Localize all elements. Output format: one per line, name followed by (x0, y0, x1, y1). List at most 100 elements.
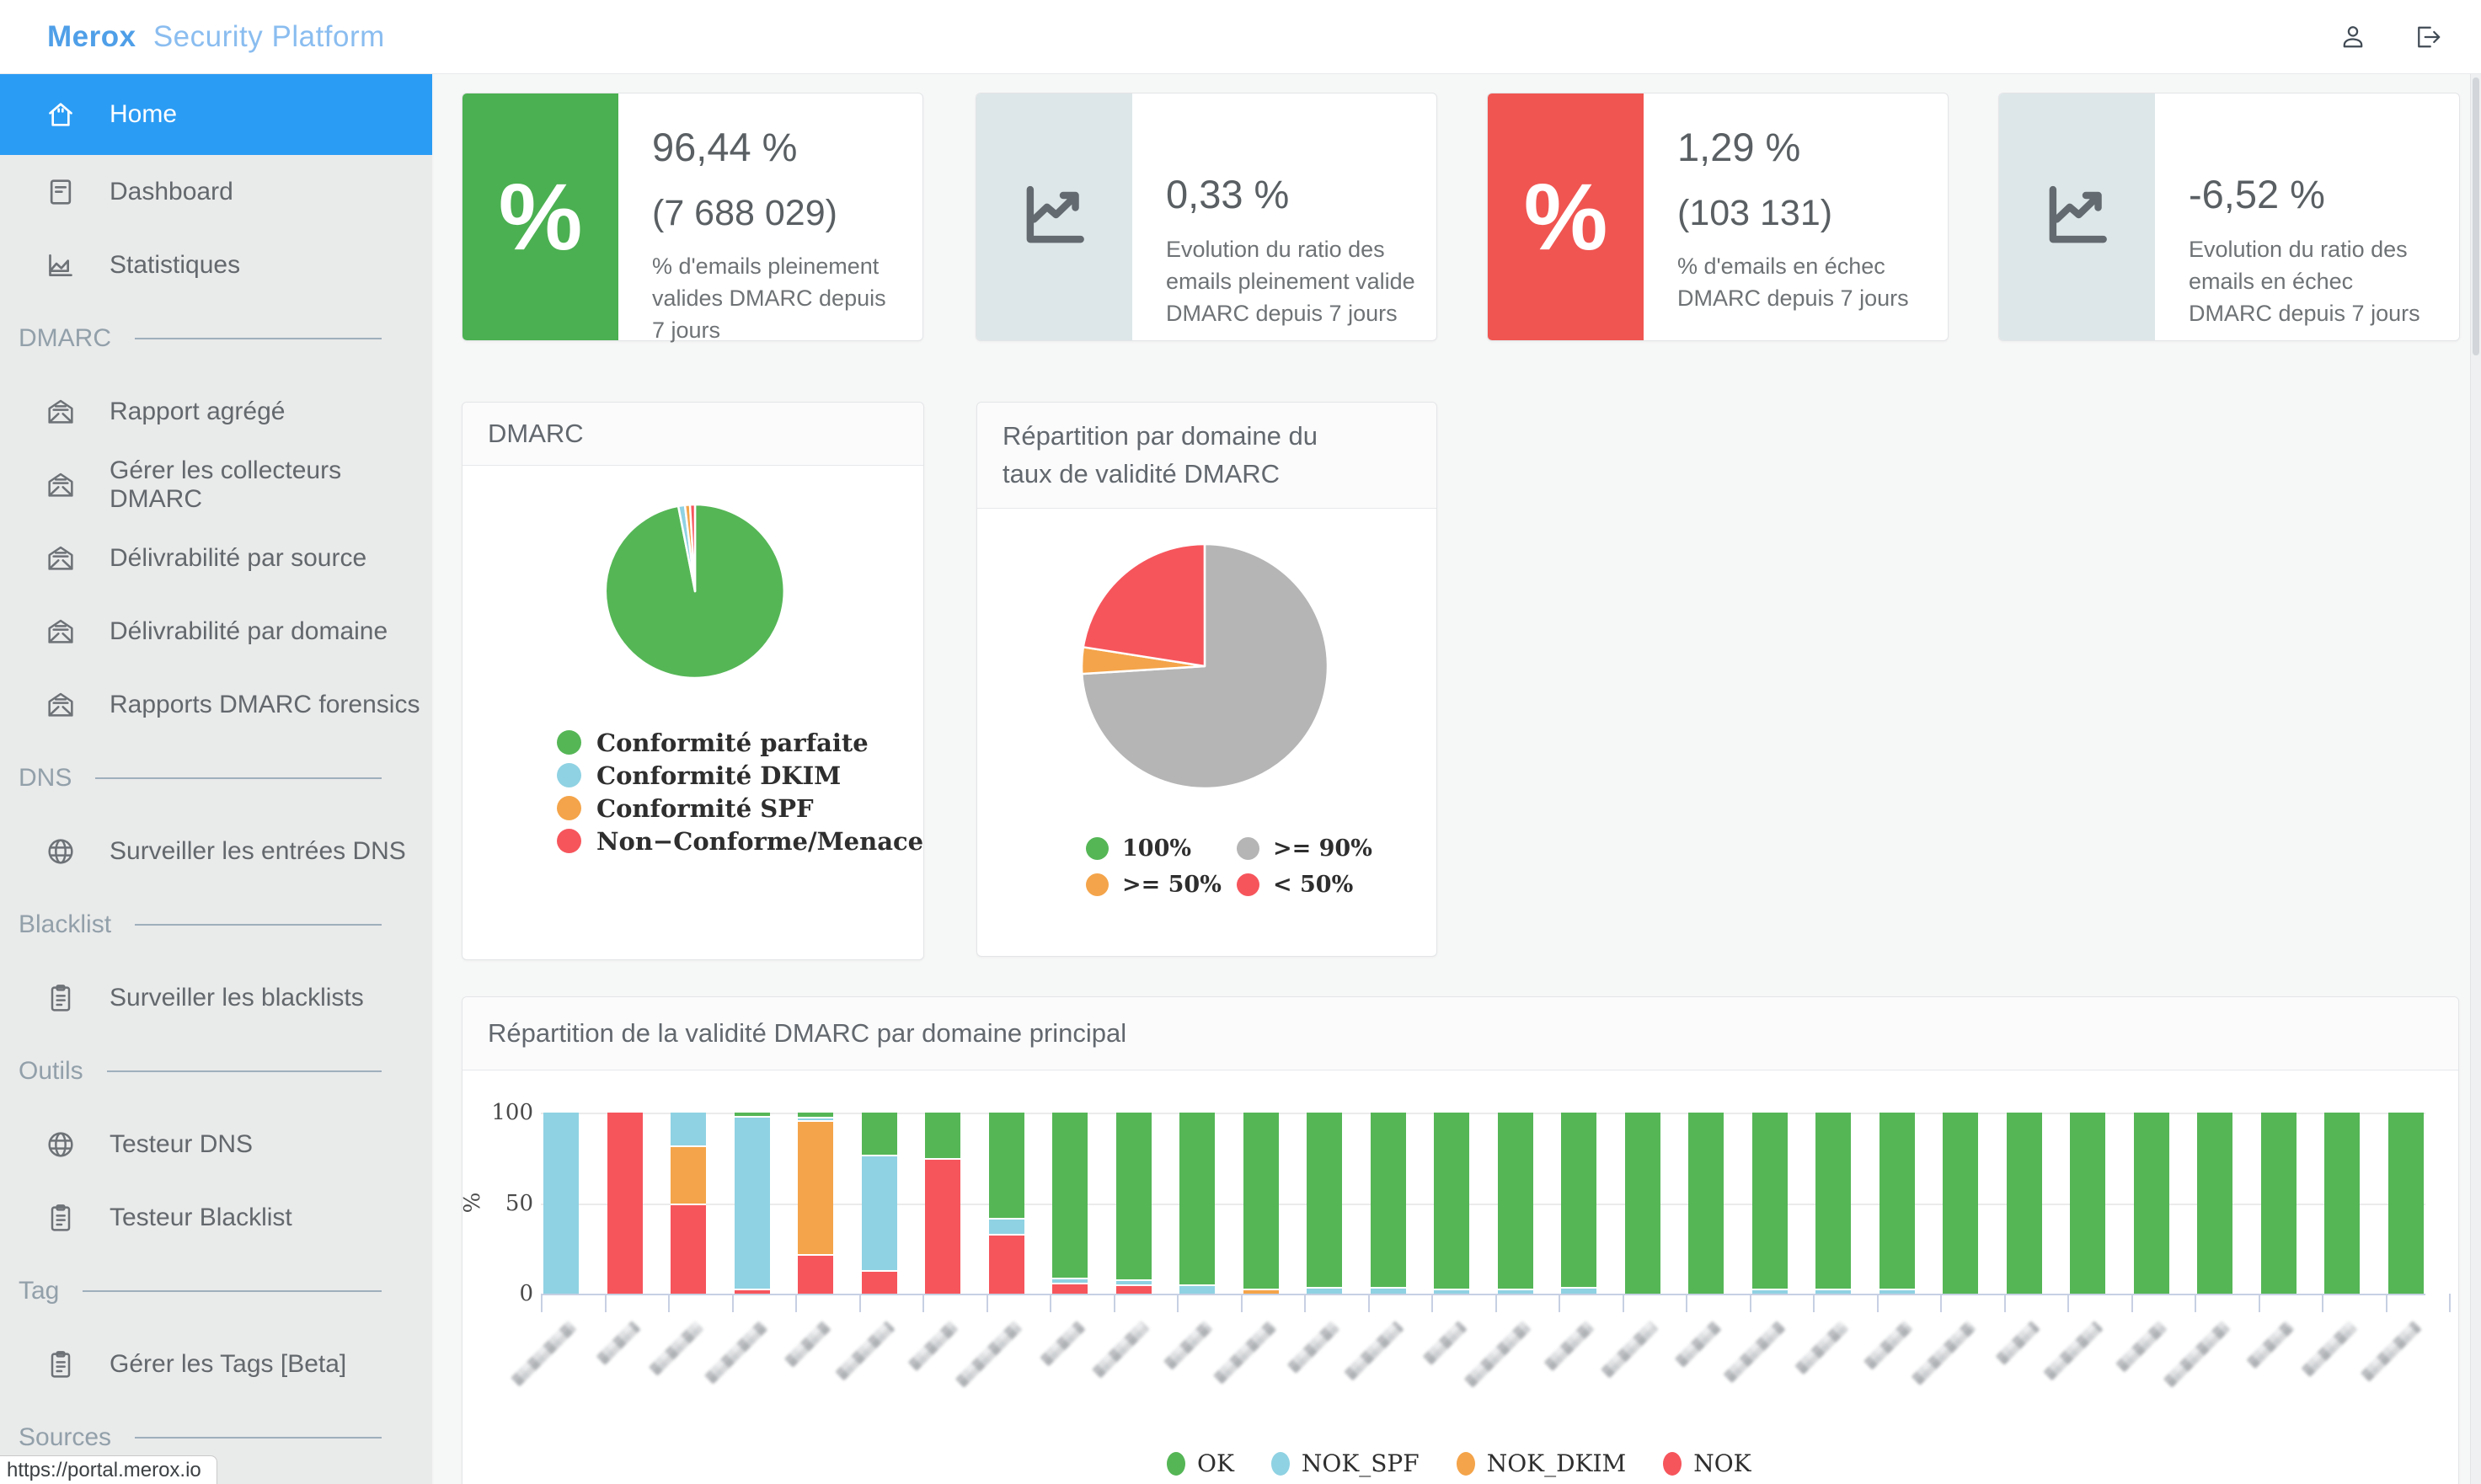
vertical-scrollbar[interactable] (2470, 74, 2481, 1484)
dmarc-pie (518, 500, 872, 686)
legend-item[interactable]: Conformité DKIM (557, 759, 923, 792)
stacked-bar[interactable] (798, 1113, 833, 1294)
stacked-bar[interactable] (2387, 1113, 2424, 1294)
sidebar-item-label: Home (110, 100, 178, 128)
bar-segment-nok (798, 1255, 833, 1294)
stacked-bar[interactable] (543, 1113, 579, 1294)
logout-icon[interactable] (2412, 22, 2442, 52)
sidebar-item-surveiller-les-blacklists[interactable]: Surveiller les blacklists (0, 961, 432, 1034)
envelope-icon (44, 688, 78, 722)
bar-segment-ok (2070, 1113, 2105, 1294)
bar-segment-ok (1179, 1113, 1215, 1287)
sidebar-item-d-livrabilit-par-domaine[interactable]: Délivrabilité par domaine (0, 595, 432, 668)
stacked-bar[interactable] (671, 1113, 706, 1294)
sidebar-item-rapport-agr-g-[interactable]: Rapport agrégé (0, 375, 432, 448)
stat-description: % d'emails pleinement valides DMARC depu… (652, 254, 886, 343)
sidebar-item-label: Rapport agrégé (110, 397, 286, 425)
legend-item[interactable]: 100% (1086, 835, 1237, 862)
stacked-bar[interactable] (1561, 1113, 1596, 1294)
home-icon (44, 98, 78, 131)
legend-item[interactable]: OK (1167, 1449, 1234, 1477)
stacked-bar[interactable] (1879, 1113, 1915, 1294)
legend-label: NOK_DKIM (1486, 1449, 1627, 1477)
stacked-bar[interactable] (925, 1113, 960, 1294)
stacked-bar[interactable] (2006, 1113, 2042, 1294)
stacked-bar[interactable] (1307, 1113, 1342, 1294)
stacked-bar[interactable] (2260, 1113, 2297, 1294)
stacked-bar[interactable] (607, 1113, 643, 1294)
legend-item[interactable]: >= 50% (1086, 872, 1237, 898)
sidebar-item-testeur-dns[interactable]: Testeur DNS (0, 1108, 432, 1181)
pie-slice[interactable] (1082, 542, 1206, 668)
bar-segment-ok (2324, 1113, 2360, 1294)
sidebar-item-g-rer-les-tags-beta-[interactable]: Gérer les Tags [Beta] (0, 1327, 432, 1401)
sidebar-item-label: Dashboard (110, 177, 233, 206)
legend-item[interactable]: NOK_DKIM (1456, 1449, 1627, 1477)
legend-item[interactable]: Non−Conforme/Menace (557, 825, 923, 857)
sidebar-item-surveiller-les-entr-es-dns[interactable]: Surveiller les entrées DNS (0, 814, 432, 888)
stacked-bar[interactable] (1243, 1113, 1279, 1294)
x-axis-label-anonymized (1463, 1321, 1532, 1388)
x-axis-label-anonymized (834, 1321, 896, 1381)
stacked-bar[interactable] (1815, 1113, 1851, 1294)
sidebar-item-dashboard[interactable]: Dashboard (0, 155, 432, 228)
stacked-bar[interactable] (988, 1113, 1024, 1294)
section-divider (106, 1070, 382, 1072)
sidebar: Home Dashboard Statistiques DMARC Rapport ag… (0, 74, 434, 1484)
stacked-bar[interactable] (2070, 1113, 2105, 1294)
legend-item[interactable]: < 50% (1237, 872, 1372, 898)
legend-item[interactable]: Conformité SPF (557, 792, 923, 825)
stacked-bar[interactable] (1497, 1113, 1533, 1294)
stacked-bar[interactable] (861, 1113, 897, 1294)
x-tick (1940, 1294, 1942, 1312)
stacked-bar[interactable] (734, 1112, 770, 1294)
legend-dot (557, 763, 581, 787)
x-tick (1622, 1294, 1624, 1312)
stat-icon-block: % (1488, 93, 1644, 340)
sidebar-item-d-livrabilit-par-source[interactable]: Délivrabilité par source (0, 521, 432, 595)
stacked-bar[interactable] (1370, 1113, 1406, 1294)
x-axis-label-anonymized (1722, 1321, 1786, 1384)
clipboard-icon (44, 1201, 78, 1235)
stat-icon-block (976, 93, 1132, 340)
x-tick (1494, 1294, 1497, 1312)
stacked-bar[interactable] (1115, 1112, 1152, 1294)
sidebar-item-statistiques[interactable]: Statistiques (0, 228, 432, 302)
stacked-bar[interactable] (2133, 1113, 2169, 1294)
legend-item[interactable]: >= 90% (1237, 835, 1372, 862)
scrollbar-thumb[interactable] (2473, 77, 2479, 355)
bar-chart-legend: OK NOK_SPF NOK_DKIM NOK (1167, 1449, 1751, 1477)
stacked-bar[interactable] (1688, 1113, 1724, 1294)
legend-item[interactable]: Conformité parfaite (557, 726, 923, 759)
x-tick (1559, 1294, 1560, 1312)
bar-segment-nok_spf (1179, 1286, 1215, 1294)
sidebar-item-testeur-blacklist[interactable]: Testeur Blacklist (0, 1181, 432, 1254)
bar-segment-ok (1243, 1113, 1279, 1290)
user-account-icon[interactable] (2338, 22, 2368, 52)
bar-segment-ok (2006, 1113, 2042, 1294)
sidebar-item-home[interactable]: Home (0, 74, 432, 155)
x-axis-label-anonymized (2043, 1321, 2104, 1381)
sidebar-item-label: Testeur Blacklist (110, 1203, 292, 1231)
app-logo[interactable]: Merox Security Platform (47, 20, 385, 54)
stacked-bar[interactable] (2324, 1113, 2360, 1294)
stat-description: % d'emails en échec DMARC depuis 7 jours (1677, 254, 1909, 311)
stacked-bar[interactable] (1624, 1113, 1660, 1294)
legend-item[interactable]: NOK_SPF (1270, 1449, 1420, 1477)
legend-item[interactable]: NOK (1663, 1449, 1751, 1477)
pie-slice[interactable] (688, 503, 697, 593)
stacked-bar[interactable] (1179, 1113, 1215, 1294)
stat-icon-block: % (463, 93, 618, 340)
stat-card-3: % 1,29 % (103 131) % d'emails en échec D… (1487, 93, 1949, 341)
x-axis-label-anonymized (907, 1321, 959, 1372)
sidebar-section-tag: Tag (0, 1254, 432, 1327)
stacked-bar[interactable] (1943, 1113, 1978, 1294)
stacked-bar[interactable] (1052, 1112, 1088, 1294)
stacked-bar[interactable] (2197, 1113, 2232, 1294)
sidebar-item-rapports-dmarc-forensics[interactable]: Rapports DMARC forensics (0, 668, 432, 741)
x-tick (922, 1294, 924, 1312)
stacked-bar[interactable] (1434, 1113, 1469, 1294)
sidebar-item-g-rer-les-collecteurs-dmarc[interactable]: Gérer les collecteurs DMARC (0, 448, 432, 521)
stacked-bar[interactable] (1751, 1113, 1788, 1294)
legend-dot (1270, 1451, 1290, 1476)
